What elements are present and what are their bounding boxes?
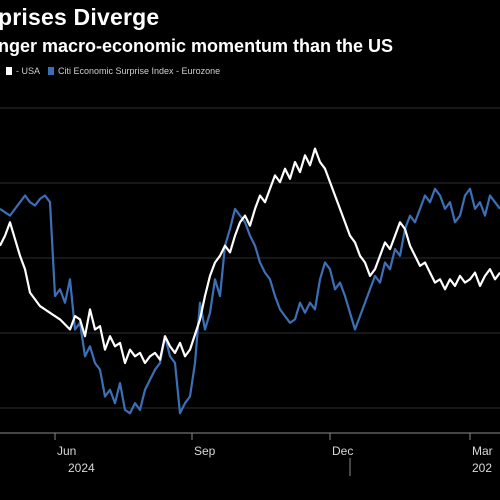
x-tick-label: Sep xyxy=(194,444,216,458)
grid-lines xyxy=(0,107,500,434)
x-axis: Jun Sep Dec Mar 2024 202 xyxy=(54,433,493,476)
legend-swatch-eurozone xyxy=(48,67,55,75)
legend: - USA Citi Economic Surprise Index - Eur… xyxy=(0,66,220,76)
legend-swatch-usa xyxy=(6,67,12,75)
x-tick-label: Dec xyxy=(332,444,353,458)
x-year-label: 202 xyxy=(472,461,492,475)
x-tick-label: Jun xyxy=(57,444,76,458)
x-year-label: 2024 xyxy=(68,461,95,475)
chart-title: prises Diverge xyxy=(0,4,160,30)
series-line-usa xyxy=(0,147,500,365)
series-group xyxy=(0,147,500,415)
chart-subtitle: nger macro-economic momentum than the US xyxy=(0,36,394,56)
legend-label-eurozone: Citi Economic Surprise Index - Eurozone xyxy=(58,66,221,76)
legend-label-usa: - USA xyxy=(16,66,41,76)
x-tick-label: Mar xyxy=(472,444,493,458)
series-line-eurozone xyxy=(0,187,500,415)
